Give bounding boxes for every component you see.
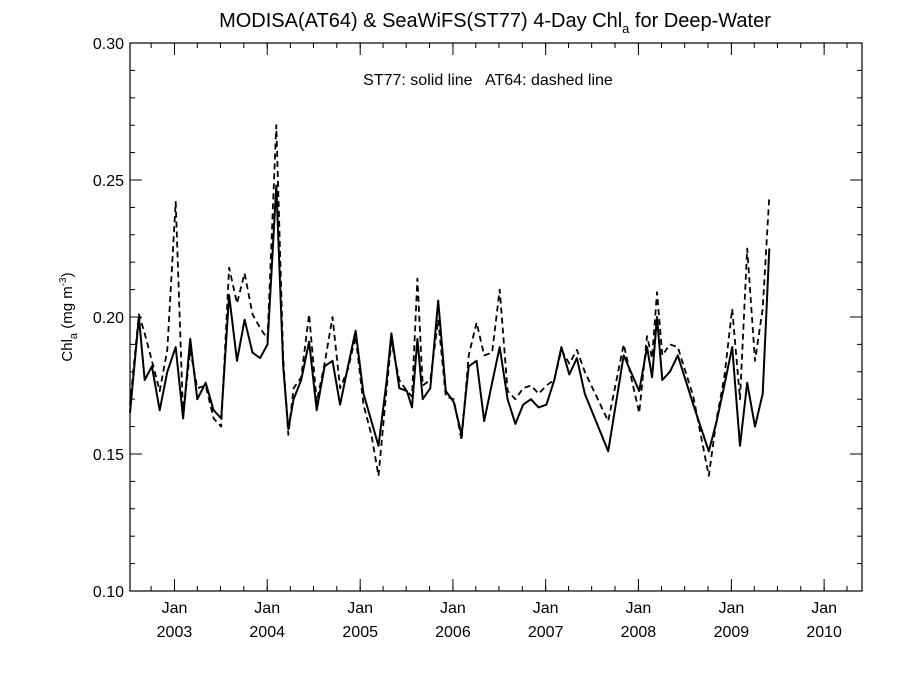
y-tick-label: 0.30	[93, 36, 124, 53]
x-tick-label-year: 2006	[435, 624, 471, 641]
x-tick-label-year: 2003	[157, 624, 193, 641]
chart-title-subscript: a	[622, 21, 630, 36]
x-tick-label-year: 2005	[342, 624, 378, 641]
x-tick-label-year: 2010	[806, 624, 842, 641]
line-style-annotation: ST77: solid line AT64: dashed line	[363, 72, 613, 89]
x-tick-label-year: 2007	[528, 624, 564, 641]
x-tick-label-month: Jan	[347, 600, 373, 617]
x-tick-label-month: Jan	[440, 600, 466, 617]
series-group	[129, 124, 771, 477]
y-axis-label-main: Chl	[59, 339, 76, 362]
x-tick-label-year: 2008	[621, 624, 657, 641]
x-tick-label-year: 2004	[249, 624, 285, 641]
y-axis-label-close: )	[59, 272, 76, 277]
axes-group: 0.10 0.15 0.20 0.25 0.30 Jan 2003 Jan 2004 Jan 200…	[93, 36, 862, 641]
x-tick-label-year: 2009	[714, 624, 750, 641]
y-axis-label: Chla (mg m-3)	[58, 272, 80, 361]
y-axis-label-subscript: a	[68, 332, 80, 339]
series-line-st77	[129, 184, 771, 453]
x-tick-label-month: Jan	[533, 600, 559, 617]
y-tick-label: 0.10	[93, 584, 124, 601]
y-axis-label-superscript: -3	[58, 277, 69, 286]
y-tick-label: 0.15	[93, 447, 124, 464]
x-tick-label-month: Jan	[811, 600, 837, 617]
chart-title-main: MODISA(AT64) & SeaWiFS(ST77) 4-Day Chl	[219, 10, 622, 32]
y-tick-label: 0.25	[93, 173, 124, 190]
chart-title-suffix: for Deep-Water	[629, 10, 771, 32]
series-line-at64	[129, 124, 771, 477]
chart-title: MODISA(AT64) & SeaWiFS(ST77) 4-Day Chla …	[219, 10, 771, 36]
x-tick-label-month: Jan	[626, 600, 652, 617]
x-tick-label-month: Jan	[719, 600, 745, 617]
y-tick-label: 0.20	[93, 310, 124, 327]
y-axis-label-units: (mg m	[59, 286, 76, 333]
x-tick-label-month: Jan	[162, 600, 188, 617]
x-tick-label-month: Jan	[254, 600, 280, 617]
